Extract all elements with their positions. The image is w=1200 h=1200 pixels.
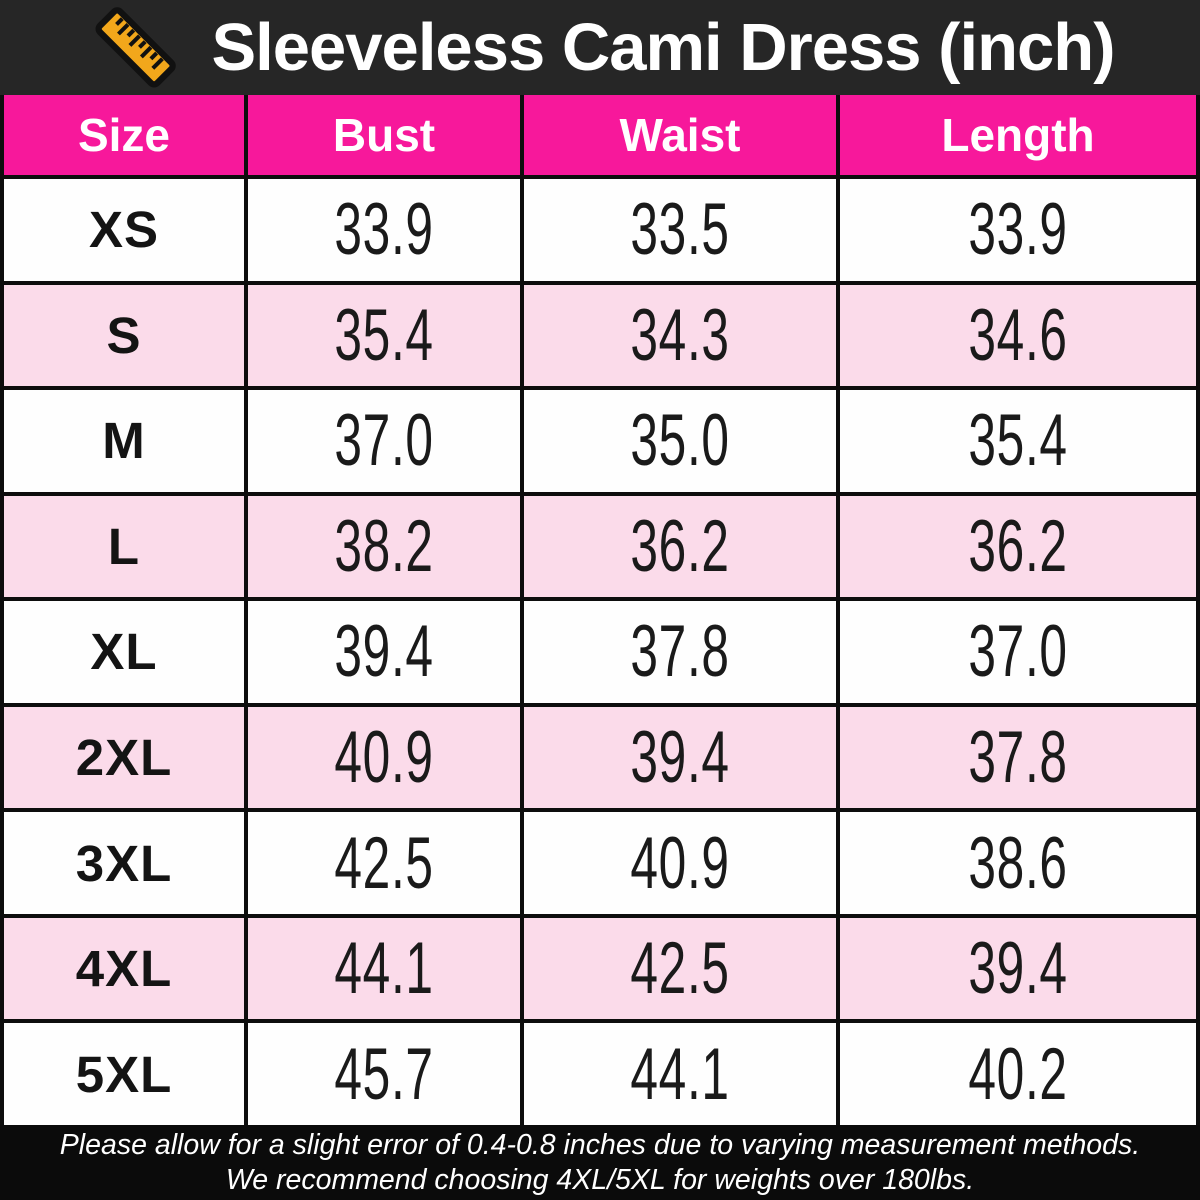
title-bar: Sleeveless Cami Dress (inch) bbox=[0, 0, 1200, 95]
waist-cell: 33.5 bbox=[524, 179, 836, 281]
waist-cell: 36.2 bbox=[524, 495, 836, 598]
bust-cell: 42.5 bbox=[248, 812, 520, 914]
length-cell: 34.6 bbox=[840, 284, 1196, 387]
ruler-icon bbox=[85, 2, 185, 94]
column-header-waist: Waist bbox=[524, 95, 836, 175]
bust-cell: 44.1 bbox=[248, 917, 520, 1020]
length-cell: 37.8 bbox=[840, 706, 1196, 809]
waist-cell: 39.4 bbox=[524, 706, 836, 809]
waist-cell: 34.3 bbox=[524, 284, 836, 387]
waist-cell: 35.0 bbox=[524, 390, 836, 492]
length-cell: 35.4 bbox=[840, 390, 1196, 492]
waist-cell: 37.8 bbox=[524, 601, 836, 703]
size-cell: XL bbox=[4, 601, 244, 703]
length-cell: 38.6 bbox=[840, 812, 1196, 914]
length-cell: 37.0 bbox=[840, 601, 1196, 703]
waist-cell: 40.9 bbox=[524, 812, 836, 914]
size-cell: 4XL bbox=[4, 917, 244, 1020]
size-cell: XS bbox=[4, 179, 244, 281]
size-cell: 5XL bbox=[4, 1023, 244, 1125]
note-bar: Please allow for a slight error of 0.4-0… bbox=[0, 1125, 1200, 1200]
size-cell: S bbox=[4, 284, 244, 387]
bust-cell: 40.9 bbox=[248, 706, 520, 809]
bust-cell: 33.9 bbox=[248, 179, 520, 281]
bust-cell: 37.0 bbox=[248, 390, 520, 492]
column-header-size: Size bbox=[4, 95, 244, 175]
length-cell: 39.4 bbox=[840, 917, 1196, 1020]
size-cell: L bbox=[4, 495, 244, 598]
waist-cell: 44.1 bbox=[524, 1023, 836, 1125]
column-header-bust: Bust bbox=[248, 95, 520, 175]
length-cell: 40.2 bbox=[840, 1023, 1196, 1125]
bust-cell: 35.4 bbox=[248, 284, 520, 387]
waist-cell: 42.5 bbox=[524, 917, 836, 1020]
size-table: Size Bust Waist Length XS 33.9 33.5 33.9… bbox=[0, 95, 1200, 1125]
bust-cell: 38.2 bbox=[248, 495, 520, 598]
page-title: Sleeveless Cami Dress (inch) bbox=[211, 10, 1115, 85]
note-line-2: We recommend choosing 4XL/5XL for weight… bbox=[225, 1163, 975, 1196]
bust-cell: 39.4 bbox=[248, 601, 520, 703]
size-cell: 2XL bbox=[4, 706, 244, 809]
bust-cell: 45.7 bbox=[248, 1023, 520, 1125]
length-cell: 33.9 bbox=[840, 179, 1196, 281]
size-cell: 3XL bbox=[4, 812, 244, 914]
length-cell: 36.2 bbox=[840, 495, 1196, 598]
note-line-1: Please allow for a slight error of 0.4-0… bbox=[59, 1128, 1141, 1161]
column-header-length: Length bbox=[840, 95, 1196, 175]
size-cell: M bbox=[4, 390, 244, 492]
